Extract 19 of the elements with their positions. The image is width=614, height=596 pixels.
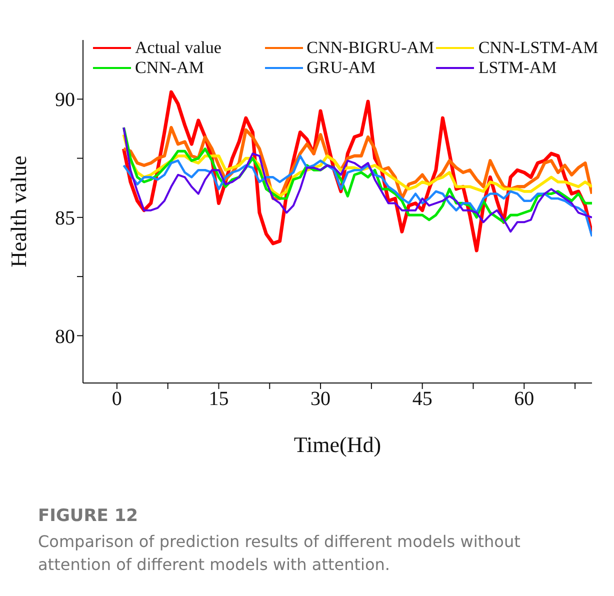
legend-label: Actual value: [135, 38, 222, 58]
line-series: [122, 154, 592, 238]
legend-label: GRU-AM: [306, 58, 376, 78]
x-axis-title: Time(Hd): [294, 432, 382, 457]
x-tick-label: 0: [112, 388, 122, 410]
legend-label: CNN-LSTM-AM: [478, 38, 598, 58]
text: FIGURE 12: [38, 506, 139, 526]
x-tick-label: 45: [412, 388, 432, 410]
text: Comparison of prediction results of different models without attention of different models with attention.: [38, 531, 522, 576]
legend-label: LSTM-AM: [478, 58, 557, 78]
y-tick-label: 80: [55, 326, 75, 348]
x-tick-label: 15: [208, 388, 229, 410]
x-tick-label: 60: [514, 388, 534, 410]
y-tick-label: 90: [55, 89, 75, 112]
legend-label: CNN-AM: [135, 58, 204, 78]
y-tick-label: 85: [55, 208, 75, 230]
legend-label: CNN-BIGRU-AM: [306, 38, 434, 58]
x-tick-label: 30: [310, 388, 331, 410]
y-axis-title: Health value: [6, 156, 31, 268]
